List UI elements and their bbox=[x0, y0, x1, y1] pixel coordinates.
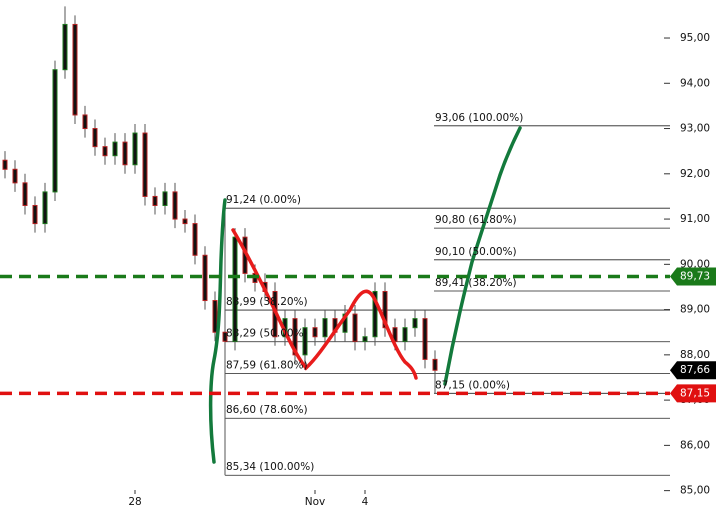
candle-body bbox=[192, 223, 198, 256]
y-tick-label: 90,00 bbox=[680, 258, 710, 270]
candle-body bbox=[72, 23, 78, 116]
candle-body bbox=[102, 146, 108, 157]
y-tick-label: 85,00 bbox=[680, 485, 710, 497]
fib-label: 93,06 (100.00%) bbox=[435, 112, 523, 124]
price-badge-label: 87,15 bbox=[680, 387, 710, 399]
x-tick-label: Nov bbox=[305, 496, 326, 508]
candle-body bbox=[122, 141, 128, 166]
candle-body bbox=[382, 290, 388, 329]
candle-body bbox=[12, 168, 18, 184]
candle-body bbox=[202, 254, 208, 302]
fib-label: 88,29 (50.00%) bbox=[226, 328, 308, 340]
candle-body bbox=[152, 195, 158, 206]
price-badge bbox=[670, 267, 716, 286]
fib-label: 87,59 (61.80%) bbox=[226, 359, 308, 371]
y-tick-label: 92,00 bbox=[680, 168, 710, 180]
candle-body bbox=[2, 159, 8, 170]
price-badge-label: 87,66 bbox=[680, 364, 710, 376]
candle-body bbox=[432, 358, 438, 371]
y-tick-label: 89,00 bbox=[680, 304, 710, 316]
fib-label: 85,34 (100.00%) bbox=[226, 461, 314, 473]
candle-body bbox=[302, 327, 308, 356]
candle-body bbox=[112, 141, 118, 157]
candle-body bbox=[422, 318, 428, 360]
candle-body bbox=[162, 191, 168, 206]
y-tick-label: 95,00 bbox=[680, 32, 710, 44]
fib-label: 86,60 (78.60%) bbox=[226, 404, 308, 416]
candle-body bbox=[402, 327, 408, 342]
candle-body bbox=[222, 331, 228, 342]
y-tick-label: 93,00 bbox=[680, 123, 710, 135]
y-tick-label: 94,00 bbox=[680, 77, 710, 89]
fib-label: 87,15 (0.00%) bbox=[435, 379, 510, 391]
fib-label: 90,10 (50.00%) bbox=[435, 246, 517, 258]
candle-body bbox=[322, 318, 328, 338]
price-badge bbox=[670, 384, 716, 403]
candle-body bbox=[82, 114, 88, 130]
candle-body bbox=[52, 69, 58, 193]
annotation-green-left bbox=[208, 198, 227, 464]
candle-body bbox=[412, 318, 418, 329]
candle-body bbox=[372, 290, 378, 338]
fib-label: 90,80 (61.80%) bbox=[435, 214, 517, 226]
y-tick-label: 91,00 bbox=[680, 213, 710, 225]
candle-body bbox=[42, 191, 48, 225]
candle-body bbox=[182, 218, 188, 225]
candle-body bbox=[62, 23, 68, 71]
candle-body bbox=[132, 132, 138, 166]
candle-body bbox=[362, 336, 368, 342]
candle-body bbox=[142, 132, 148, 197]
candle-body bbox=[292, 318, 298, 356]
candle-body bbox=[312, 327, 318, 338]
y-tick-label: 88,00 bbox=[680, 349, 710, 361]
candle-body bbox=[32, 204, 38, 225]
price-badge-label: 89,73 bbox=[680, 271, 710, 283]
candle-body bbox=[92, 128, 98, 148]
annotation-red-zigzag bbox=[231, 228, 418, 380]
candle-body bbox=[212, 300, 218, 333]
fib-label: 88,99 (38.20%) bbox=[226, 296, 308, 308]
annotation-green-right bbox=[443, 126, 522, 386]
candle-body bbox=[232, 236, 238, 342]
price-badge bbox=[670, 361, 716, 380]
y-tick-label: 86,00 bbox=[680, 439, 710, 451]
candle-body bbox=[172, 191, 178, 220]
fib-label: 91,24 (0.00%) bbox=[226, 194, 301, 206]
x-tick-label: 28 bbox=[128, 496, 141, 508]
fib-label: 89,41 (38.20%) bbox=[435, 277, 517, 289]
x-tick-label: 4 bbox=[362, 496, 369, 508]
candle-body bbox=[22, 182, 28, 206]
candle-body bbox=[352, 313, 358, 342]
